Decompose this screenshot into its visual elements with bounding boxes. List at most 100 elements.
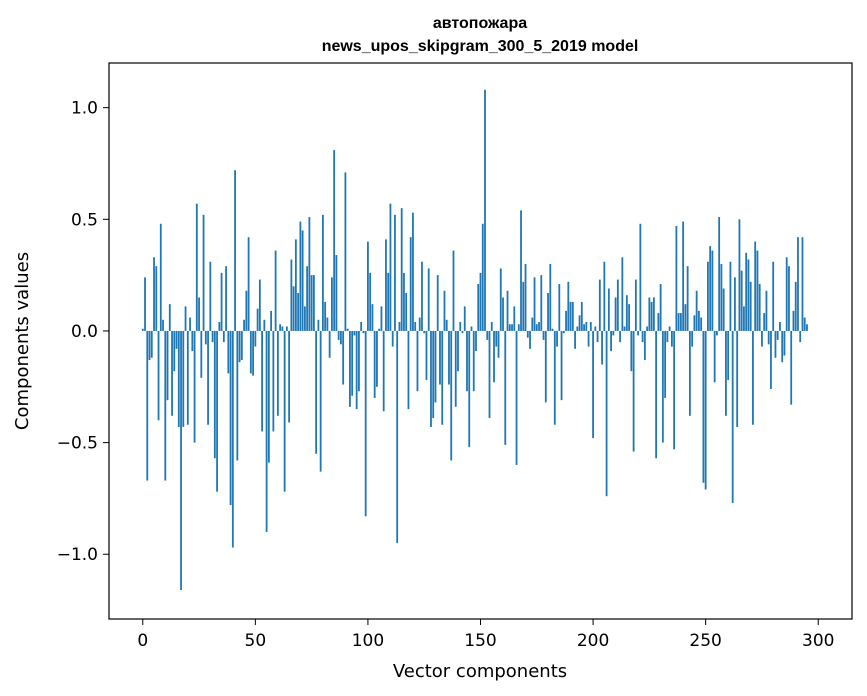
- bar: [400, 208, 403, 331]
- bar: [553, 330, 556, 425]
- bar: [297, 292, 300, 331]
- bar: [362, 330, 365, 334]
- bar: [740, 270, 743, 331]
- bar: [270, 310, 273, 331]
- bar: [303, 306, 306, 331]
- bar: [340, 330, 342, 345]
- bar: [409, 237, 412, 331]
- bar: [526, 330, 529, 338]
- bar: [695, 290, 698, 331]
- bar: [707, 261, 709, 331]
- bar: [351, 330, 354, 396]
- bar: [195, 203, 198, 331]
- bar: [506, 290, 509, 331]
- bar: [571, 301, 574, 331]
- bar: [470, 326, 473, 331]
- bar: [625, 295, 628, 331]
- bar: [285, 326, 288, 331]
- bar: [448, 330, 450, 385]
- bar: [407, 330, 410, 410]
- bar: [580, 301, 583, 331]
- bar: [666, 330, 669, 343]
- bar: [610, 330, 612, 352]
- x-tick-label: 100: [352, 631, 384, 651]
- bar: [556, 330, 558, 347]
- bar: [535, 324, 538, 331]
- bar: [236, 330, 239, 461]
- bar: [425, 330, 428, 381]
- bar: [349, 330, 351, 407]
- bar: [486, 330, 489, 340]
- bar: [342, 330, 345, 385]
- bar: [427, 268, 430, 331]
- bar: [249, 330, 252, 374]
- bar: [551, 328, 554, 331]
- bar: [202, 214, 205, 331]
- bar: [524, 263, 527, 331]
- bar: [146, 330, 149, 481]
- bar: [628, 304, 631, 331]
- bar: [517, 324, 520, 331]
- bar: [439, 330, 441, 385]
- bar: [258, 279, 261, 331]
- bar: [623, 326, 626, 331]
- bar: [616, 279, 619, 331]
- bar: [164, 330, 167, 481]
- bar: [452, 250, 455, 331]
- bar: [803, 317, 806, 331]
- bar: [324, 301, 327, 331]
- bar: [677, 313, 680, 331]
- bar: [204, 330, 207, 345]
- bar: [806, 324, 808, 331]
- bar: [630, 330, 633, 372]
- bars-group: [141, 89, 808, 590]
- bar: [193, 330, 196, 443]
- bar: [369, 272, 372, 331]
- bar: [308, 217, 311, 331]
- bar: [560, 330, 563, 401]
- bar: [544, 330, 547, 403]
- bar: [198, 297, 200, 331]
- bar: [688, 330, 691, 416]
- bar: [738, 219, 741, 331]
- bar: [247, 237, 250, 331]
- bar: [531, 317, 534, 331]
- bar: [700, 317, 703, 331]
- bar: [788, 266, 790, 331]
- bar: [727, 330, 730, 381]
- bar: [265, 330, 268, 532]
- bar: [267, 330, 270, 463]
- bar: [387, 272, 390, 331]
- bar: [213, 330, 216, 459]
- y-tick-label: −0.5: [57, 434, 98, 454]
- bar: [364, 330, 367, 517]
- bar: [655, 330, 658, 459]
- bar: [481, 223, 484, 331]
- bar: [234, 170, 236, 331]
- bar: [256, 308, 259, 331]
- bar: [477, 284, 480, 331]
- bar: [177, 330, 180, 427]
- bar: [596, 330, 599, 343]
- bar: [243, 319, 245, 331]
- bar: [225, 266, 227, 331]
- bar: [389, 203, 392, 331]
- bar: [292, 286, 295, 331]
- bar: [353, 330, 356, 336]
- bar: [466, 330, 468, 392]
- bar: [657, 313, 660, 331]
- bar: [189, 317, 191, 331]
- bar: [542, 330, 545, 340]
- bar: [567, 281, 570, 331]
- bar: [499, 268, 502, 331]
- bar: [254, 330, 257, 347]
- bar: [144, 277, 146, 331]
- bar: [209, 261, 212, 331]
- bar: [141, 328, 144, 331]
- bar: [549, 263, 552, 331]
- bar: [346, 328, 349, 331]
- bar: [648, 297, 651, 331]
- bar: [614, 297, 617, 331]
- bar: [261, 330, 264, 432]
